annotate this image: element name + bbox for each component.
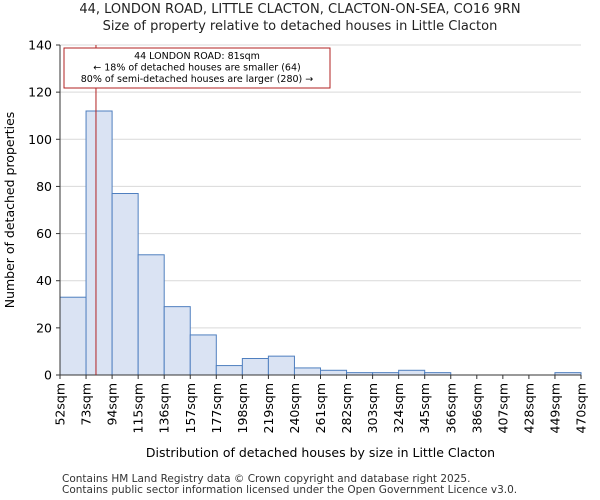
bar — [137, 254, 165, 376]
annotation-line-1: 44 LONDON ROAD: 81sqm — [134, 51, 260, 62]
y-tick-label: 60 — [36, 226, 52, 241]
chart-subtitle: Size of property relative to detached ho… — [102, 19, 498, 34]
bar — [241, 358, 269, 376]
x-tick-label: 324sqm — [391, 383, 406, 433]
y-tick-label: 40 — [36, 273, 52, 288]
x-tick-label: 73sqm — [79, 383, 94, 426]
x-tick-labels: 52sqm 73sqm 94sqm 115sqm 136sqm 157sqm 177sqm 1… — [53, 375, 589, 433]
x-tick-label: 157sqm — [183, 383, 198, 433]
bar — [189, 334, 217, 376]
x-tick-label: 449sqm — [547, 383, 562, 433]
footer-line-1: Contains HM Land Registry data © Crown c… — [62, 473, 471, 485]
y-axis-label: Number of detached properties — [2, 112, 17, 309]
y-tick-labels: 0 20 40 60 80 100 120 140 — [28, 38, 60, 383]
x-tick-label: 470sqm — [574, 383, 589, 433]
x-tick-label: 261sqm — [313, 383, 328, 433]
annotation-box: 44 LONDON ROAD: 81sqm ← 18% of detached … — [63, 47, 331, 89]
y-tick-label: 0 — [44, 368, 52, 383]
bar — [59, 296, 87, 376]
bar — [320, 369, 348, 376]
footer-line-2: Contains public sector information licen… — [62, 484, 518, 496]
x-tick-label: 386sqm — [469, 383, 484, 433]
bar — [293, 367, 322, 376]
bar — [163, 306, 191, 376]
x-tick-label: 407sqm — [495, 383, 510, 433]
annotation-line-2: ← 18% of detached houses are smaller (64… — [93, 63, 300, 74]
x-tick-label: 177sqm — [209, 383, 224, 433]
x-tick-label: 198sqm — [235, 383, 250, 433]
x-tick-label: 94sqm — [105, 383, 120, 426]
bar — [215, 365, 243, 376]
x-axis-label: Distribution of detached houses by size … — [146, 445, 495, 460]
x-tick-label: 52sqm — [53, 383, 68, 426]
x-tick-label: 136sqm — [157, 383, 172, 433]
bar — [85, 110, 113, 376]
y-tick-label: 100 — [28, 132, 52, 147]
x-tick-label: 115sqm — [131, 383, 146, 433]
x-tick-label: 219sqm — [261, 383, 276, 433]
x-tick-label: 366sqm — [443, 383, 458, 433]
chart-title: 44, LONDON ROAD, LITTLE CLACTON, CLACTON… — [79, 2, 521, 17]
bar-group — [59, 110, 582, 376]
annotation-border — [63, 47, 331, 89]
x-tick-label: 345sqm — [417, 383, 432, 433]
bar — [398, 369, 426, 376]
y-tick-label: 20 — [36, 320, 52, 335]
y-tick-label: 120 — [28, 85, 52, 100]
annotation-line-3: 80% of semi-detached houses are larger (… — [81, 74, 314, 85]
x-tick-label: 282sqm — [339, 383, 354, 433]
bar — [267, 355, 295, 376]
bar — [111, 193, 139, 376]
x-tick-label: 428sqm — [521, 383, 536, 433]
y-tick-label: 140 — [28, 38, 52, 53]
y-tick-label: 80 — [36, 179, 52, 194]
x-tick-label: 240sqm — [287, 383, 302, 433]
x-tick-label: 303sqm — [365, 383, 380, 433]
